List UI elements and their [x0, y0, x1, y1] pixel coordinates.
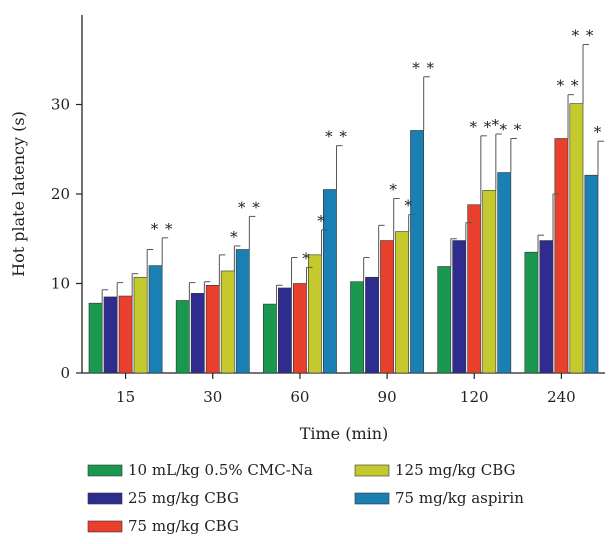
bar — [278, 287, 292, 374]
legend-swatch — [87, 492, 123, 505]
x-tick-label: 30 — [203, 388, 222, 406]
bar — [380, 240, 394, 374]
bar — [497, 172, 512, 374]
bar — [365, 276, 379, 374]
x-tick-label: 90 — [378, 388, 397, 406]
x-tick-label: 60 — [290, 388, 309, 406]
legend-swatch — [87, 520, 123, 533]
significance-marker: * — [302, 249, 311, 267]
legend-label: 125 mg/kg CBG — [395, 461, 516, 479]
y-tick-label: 10 — [51, 275, 70, 293]
bar — [263, 303, 277, 374]
bar — [554, 138, 569, 374]
y-tick-label: 20 — [51, 185, 70, 203]
bar — [524, 251, 539, 374]
significance-marker: * * — [151, 220, 174, 238]
significance-marker: * — [492, 116, 501, 134]
bar — [395, 231, 409, 374]
legend-label: 10 mL/kg 0.5% CMC-Na — [128, 461, 313, 479]
legend-swatch — [87, 464, 123, 477]
y-axis-title: Hot plate latency (s) — [9, 111, 28, 277]
bar — [569, 103, 584, 374]
bar — [323, 189, 337, 374]
error-bars — [101, 44, 605, 305]
bar — [118, 295, 133, 374]
bar — [437, 266, 452, 374]
significance-marker: * — [317, 212, 326, 230]
bar — [584, 174, 599, 374]
bar — [175, 300, 190, 374]
significance-marker: * — [389, 180, 398, 198]
bars — [88, 103, 599, 374]
bar — [103, 296, 118, 374]
x-axis-title: Time (min) — [300, 424, 389, 443]
bar — [205, 284, 220, 374]
significance-marker: * * — [412, 59, 435, 77]
x-tick-label: 120 — [460, 388, 489, 406]
bar — [148, 265, 163, 374]
bar — [190, 293, 205, 374]
significance-markers: * * ** **** **** ** * * * ** ** ** — [151, 27, 603, 268]
bar — [539, 240, 554, 374]
bar — [308, 254, 322, 374]
significance-marker: * * — [238, 198, 261, 216]
bar — [467, 204, 482, 374]
legend-label: 75 mg/kg aspirin — [395, 489, 524, 507]
bar — [482, 190, 497, 374]
x-tick-label: 240 — [547, 388, 576, 406]
significance-marker: * — [404, 197, 413, 215]
significance-marker: * * — [557, 77, 580, 95]
x-ticks: 15 30 60 90 120 240 — [116, 373, 576, 406]
bar — [133, 276, 148, 374]
significance-marker: * * — [469, 118, 492, 136]
bar — [452, 240, 467, 374]
legend: 10 mL/kg 0.5% CMC-Na 125 mg/kg CBG 25 mg/k… — [87, 461, 524, 535]
legend-swatch — [354, 464, 390, 477]
significance-marker: * — [230, 228, 239, 246]
legend-swatch — [354, 492, 390, 505]
significance-marker: * * — [572, 27, 595, 45]
bar — [220, 270, 235, 374]
bar — [410, 130, 424, 374]
bar — [88, 302, 103, 374]
significance-marker: * * — [325, 128, 348, 146]
legend-label: 25 mg/kg CBG — [128, 489, 239, 507]
legend-label: 75 mg/kg CBG — [128, 517, 239, 535]
significance-marker: * — [594, 123, 603, 141]
y-tick-label: 0 — [60, 364, 70, 382]
bar — [350, 281, 364, 374]
x-tick-label: 15 — [116, 388, 135, 406]
bar — [235, 249, 250, 374]
significance-marker: * * — [499, 121, 522, 139]
bar — [293, 283, 307, 374]
y-tick-label: 30 — [51, 96, 70, 114]
y-ticks: 0 10 20 30 — [51, 96, 82, 382]
